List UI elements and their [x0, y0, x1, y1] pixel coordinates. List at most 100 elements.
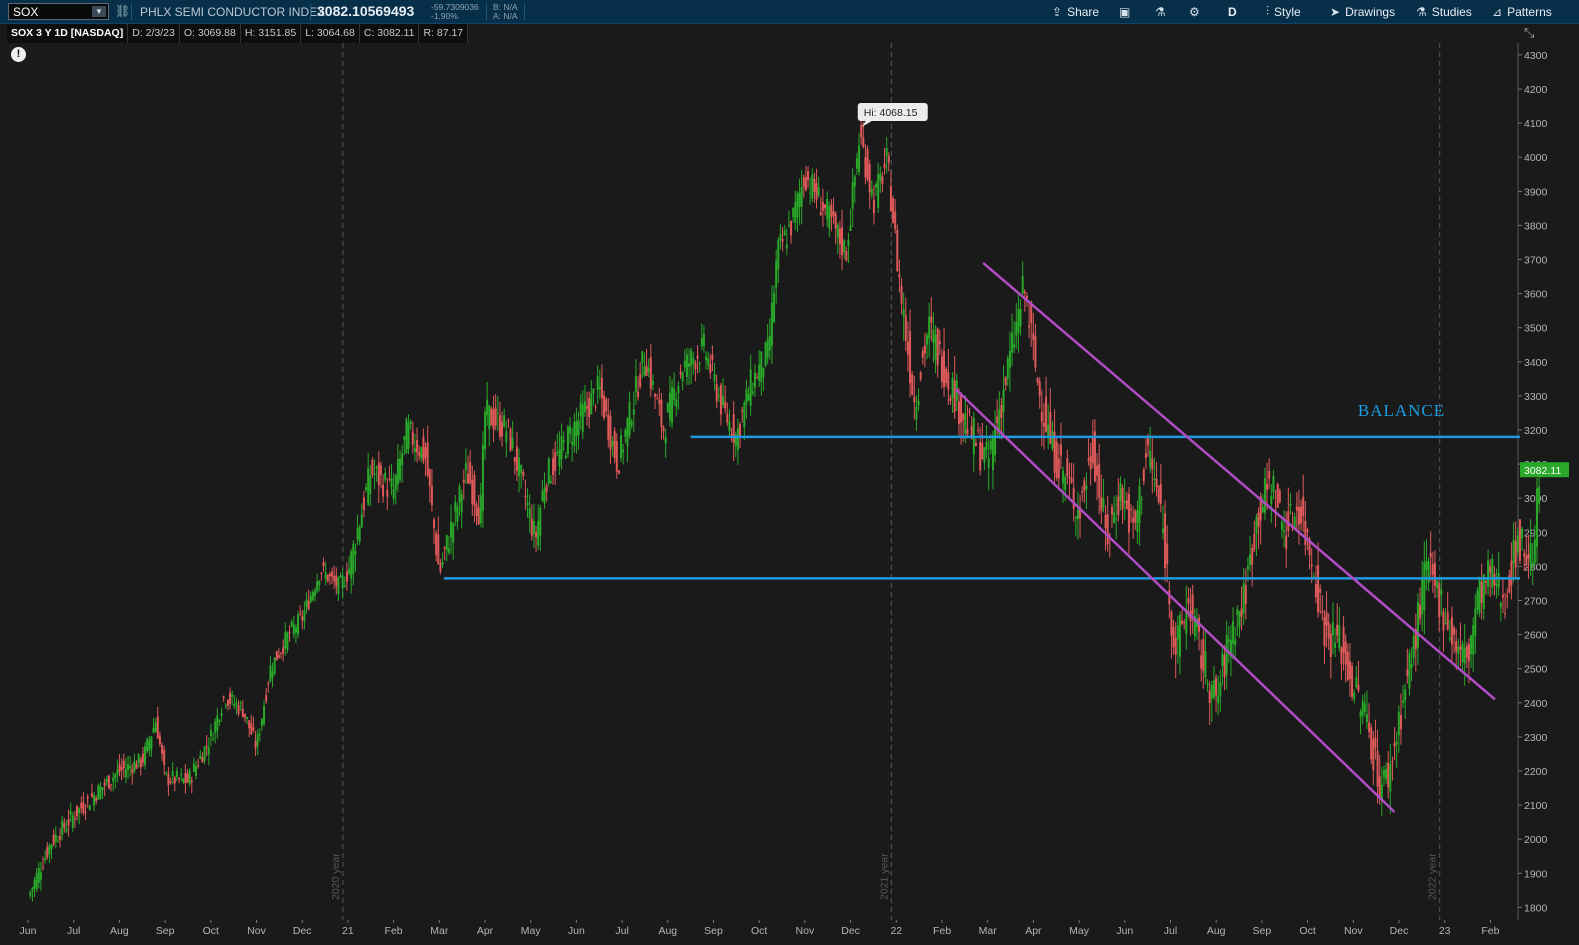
candle-body: [926, 335, 929, 345]
candle-body: [1359, 711, 1362, 718]
candle-body: [998, 409, 1001, 435]
candle-body: [129, 766, 132, 769]
candle-body: [1323, 617, 1326, 647]
candle-body: [299, 613, 302, 615]
candle-body: [792, 208, 795, 218]
candle-body: [464, 463, 467, 470]
collapse-icon[interactable]: ⤡: [1524, 25, 1535, 40]
patterns-button[interactable]: ⊿ Patterns: [1492, 0, 1552, 23]
candle-body: [1127, 494, 1130, 533]
candle-body: [158, 735, 161, 745]
candle-body: [86, 796, 89, 799]
candle-body: [1416, 601, 1419, 648]
candle-body: [365, 487, 368, 491]
candle-body: [728, 421, 731, 432]
x-tick-label: Dec: [841, 925, 860, 937]
flask-button[interactable]: ⚗: [1155, 0, 1166, 23]
candle-body: [1159, 483, 1162, 504]
aggregation-button[interactable]: D: [1228, 0, 1237, 23]
candle-body: [107, 775, 110, 789]
candle-body: [271, 671, 274, 678]
candle-body: [879, 173, 882, 181]
candle-body: [1113, 512, 1116, 524]
top-toolbar: SOX ▼ ⛓ PHLX SEMI CONDUCTOR INDEX 3082.1…: [0, 0, 1579, 24]
candle-body: [841, 227, 844, 255]
y-tick-label: 2700: [1524, 596, 1548, 608]
candle-body: [1308, 538, 1311, 556]
settings-button[interactable]: ⚙: [1189, 0, 1200, 23]
candle-body: [1497, 573, 1500, 588]
candle-body: [530, 519, 533, 536]
candle-body: [545, 485, 548, 492]
candle-body: [511, 438, 514, 448]
candle-body: [1440, 589, 1443, 595]
grid-layout-button[interactable]: ▣: [1119, 0, 1130, 23]
candle-body: [46, 847, 49, 858]
candle-body: [1204, 651, 1207, 678]
link-icon[interactable]: ⛓: [115, 4, 131, 18]
candle-body: [1353, 692, 1356, 700]
y-tick-label: 2900: [1524, 527, 1548, 539]
drawings-button[interactable]: ➤ Drawings: [1330, 0, 1395, 23]
candle-body: [1535, 488, 1538, 547]
candle-body: [651, 380, 654, 385]
candle-body: [626, 418, 629, 446]
studies-button[interactable]: ⚗ Studies: [1416, 0, 1472, 23]
y-tick-label: 3600: [1524, 289, 1548, 301]
candle-body: [246, 717, 249, 719]
candle-body: [622, 449, 625, 453]
style-button[interactable]: ⫶ Style: [1266, 0, 1301, 23]
candle-body: [335, 575, 338, 587]
candle-body: [732, 414, 735, 444]
candle-body: [1263, 477, 1266, 513]
candle-body: [422, 436, 425, 462]
candle-body: [537, 520, 540, 546]
candle-body: [766, 338, 769, 358]
x-tick-label: Oct: [751, 925, 767, 937]
candle-body: [913, 396, 916, 403]
candle-body: [977, 429, 980, 431]
candle-body: [938, 341, 941, 345]
candle-body: [386, 490, 389, 497]
x-tick-label: Nov: [796, 925, 815, 937]
candle-body: [902, 309, 905, 317]
candle-body: [736, 428, 739, 450]
candle-body: [220, 713, 223, 716]
candle-body: [957, 401, 960, 425]
alert-icon[interactable]: !: [11, 47, 26, 62]
candle-body: [1295, 506, 1298, 511]
candle-body: [690, 350, 693, 367]
candle-body: [656, 398, 659, 400]
x-tick-label: Jul: [67, 925, 80, 937]
candle-body: [243, 713, 246, 718]
x-tick-label: 21: [342, 925, 354, 937]
candle-body: [156, 716, 159, 739]
candle-body: [1344, 641, 1347, 665]
candle-body: [322, 562, 325, 567]
candle-body: [756, 377, 759, 379]
candle-body: [860, 124, 863, 138]
candle-body: [1183, 622, 1186, 624]
candle-body: [1385, 768, 1388, 780]
flask-icon: ⚗: [1155, 4, 1166, 19]
candle-body: [167, 773, 170, 786]
symbol-input[interactable]: SOX ▼: [8, 3, 109, 20]
candle-body: [575, 420, 578, 437]
candle-body: [1406, 669, 1409, 676]
candle-body: [214, 721, 217, 733]
candle-body: [337, 577, 340, 594]
candle-body: [131, 768, 134, 774]
share-button[interactable]: ⇪ Share: [1052, 0, 1099, 23]
current-price-badge: [1520, 462, 1569, 478]
candle-body: [331, 571, 334, 577]
candle-body: [456, 506, 459, 522]
candle-body: [371, 460, 374, 475]
chevron-down-icon[interactable]: ▼: [92, 6, 106, 17]
candle-body: [1253, 534, 1256, 550]
candle-body: [1338, 625, 1341, 649]
candle-body: [173, 777, 176, 784]
candle-body: [1021, 276, 1024, 294]
candle-body: [1389, 763, 1392, 792]
candle-body: [252, 727, 255, 730]
